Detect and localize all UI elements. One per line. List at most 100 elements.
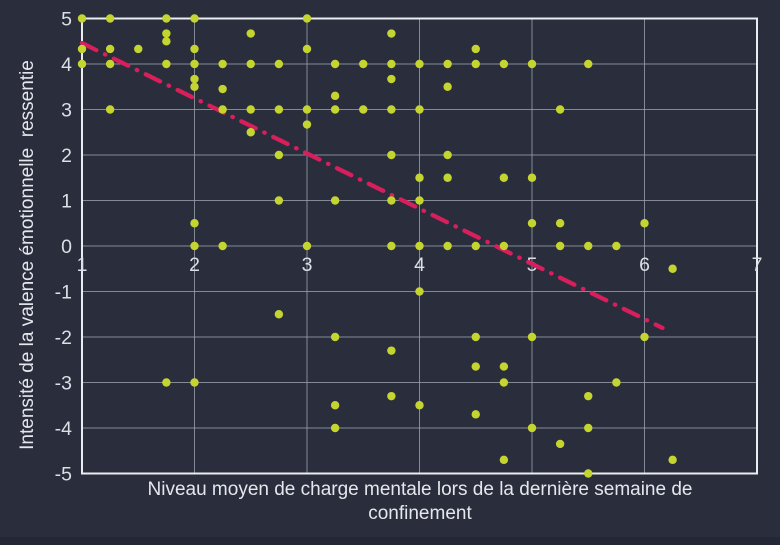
data-point: [162, 37, 171, 46]
x-tick-label: 4: [414, 254, 425, 276]
data-point: [359, 59, 368, 69]
data-point: [162, 14, 171, 23]
data-point: [302, 120, 312, 129]
data-point: [330, 59, 340, 69]
y-tick-label: 2: [61, 145, 72, 167]
y-tick-label: 5: [61, 9, 72, 31]
data-point: [640, 219, 649, 228]
y-tick-label: 1: [61, 191, 72, 213]
data-point: [471, 241, 480, 251]
data-point: [584, 469, 593, 478]
data-point: [302, 44, 312, 54]
data-point: [218, 59, 227, 69]
data-point: [471, 44, 480, 54]
data-point: [218, 241, 227, 251]
data-point: [105, 59, 115, 69]
data-point: [584, 241, 593, 251]
data-point: [274, 150, 284, 160]
data-point: [105, 44, 115, 54]
data-point: [218, 105, 227, 114]
data-point: [640, 332, 649, 342]
data-point: [415, 59, 424, 69]
data-point: [584, 391, 593, 401]
data-point: [190, 44, 199, 54]
data-point: [387, 150, 396, 160]
data-point: [415, 196, 424, 205]
data-point: [246, 105, 255, 114]
data-point: [668, 455, 677, 465]
data-point: [415, 287, 424, 296]
data-point: [387, 105, 396, 114]
data-point: [387, 346, 396, 355]
data-point: [612, 241, 621, 251]
x-tick-label: 6: [639, 254, 650, 276]
data-point: [555, 241, 565, 251]
bottom-strip: [0, 537, 780, 545]
y-tick-label: -1: [55, 282, 72, 304]
data-point: [105, 105, 115, 114]
data-point: [499, 362, 509, 371]
data-point: [330, 196, 340, 205]
data-point: [499, 59, 509, 69]
data-point: [443, 173, 452, 182]
data-point: [162, 378, 171, 387]
data-point: [527, 173, 537, 182]
data-point: [274, 59, 284, 69]
data-point: [527, 423, 537, 433]
x-axis-title: Niveau moyen de charge mentale lors de l…: [147, 479, 693, 524]
data-point: [584, 423, 593, 433]
data-point: [471, 332, 480, 342]
data-point: [162, 29, 171, 38]
data-point: [330, 105, 340, 114]
data-point: [134, 44, 143, 54]
data-point: [77, 14, 87, 23]
x-tick-label: 7: [752, 254, 763, 276]
data-point: [443, 150, 452, 160]
y-tick-label: 0: [61, 236, 72, 258]
data-point: [302, 241, 312, 251]
data-point: [415, 401, 424, 410]
data-point: [527, 219, 537, 228]
trend-line: [79, 40, 665, 331]
data-point: [359, 105, 368, 114]
data-point: [415, 173, 424, 182]
data-point: [555, 219, 565, 228]
data-point: [584, 59, 593, 69]
data-point: [190, 82, 199, 91]
data-point: [387, 59, 396, 69]
data-point: [274, 310, 284, 319]
x-tick-label: 2: [189, 254, 200, 276]
y-tick-label: 4: [61, 54, 72, 76]
x-tick-label: 1: [77, 254, 88, 276]
data-point: [190, 14, 199, 23]
data-point: [387, 196, 396, 205]
data-point: [105, 14, 115, 23]
data-point: [162, 59, 171, 69]
data-point: [471, 362, 480, 371]
data-point: [330, 332, 340, 342]
data-point: [443, 59, 452, 69]
y-tick-label: -5: [55, 464, 72, 486]
data-point: [387, 74, 396, 84]
y-tick-label: 3: [61, 100, 72, 122]
data-point: [302, 14, 312, 23]
data-point: [471, 410, 480, 419]
data-point: [443, 82, 452, 91]
y-tick-label: -2: [55, 327, 72, 349]
data-point: [387, 391, 396, 401]
data-point: [274, 105, 284, 114]
data-point: [218, 84, 227, 94]
data-point: [668, 264, 677, 273]
data-point: [77, 59, 87, 69]
data-point: [415, 241, 424, 251]
data-point: [302, 105, 312, 114]
plot-border: [81, 17, 758, 475]
data-point: [527, 59, 537, 69]
data-point: [527, 332, 537, 342]
data-point: [190, 59, 199, 69]
data-point: [246, 128, 255, 137]
data-point: [387, 29, 396, 38]
y-tick-label: -4: [55, 418, 72, 440]
data-point: [471, 59, 480, 69]
